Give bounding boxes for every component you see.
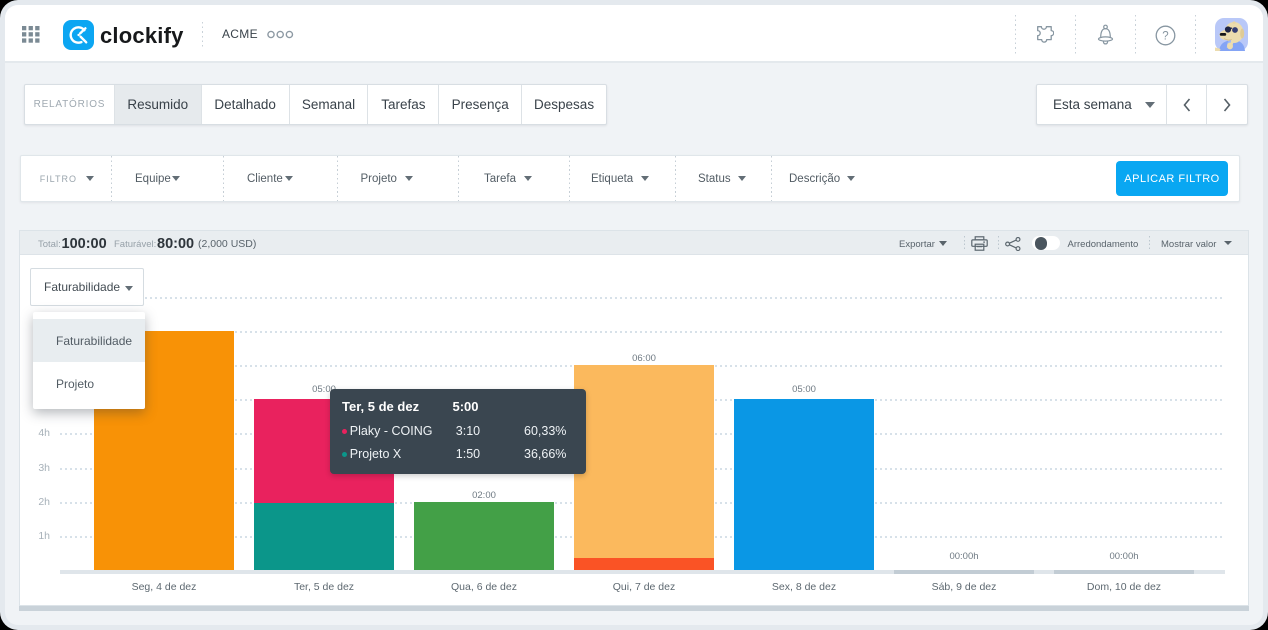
svg-text:?: ? xyxy=(1162,31,1168,43)
